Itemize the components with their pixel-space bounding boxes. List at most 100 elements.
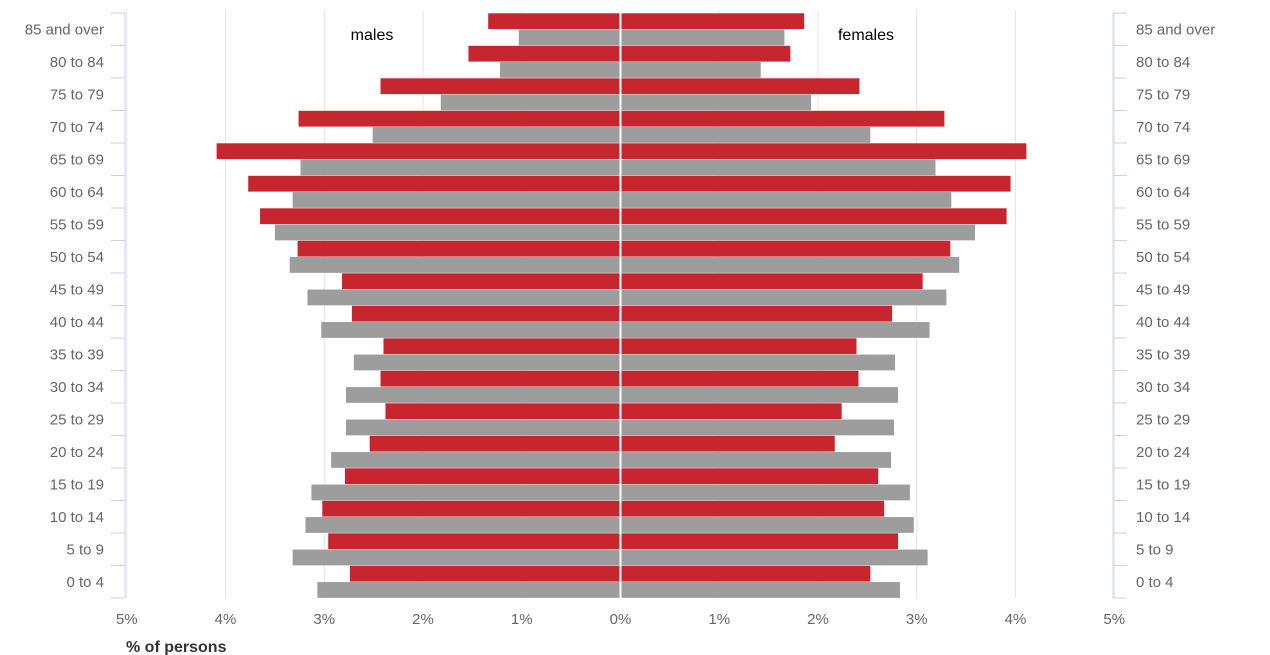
x-tick-label: 1% <box>511 611 533 628</box>
bar-male <box>345 387 621 403</box>
bar-male <box>369 435 621 452</box>
males-panel-label: males <box>351 27 394 44</box>
x-tick-label: 0% <box>610 611 632 628</box>
y-tick-label-left: 75 to 79 <box>50 86 104 103</box>
bar-male <box>216 143 621 160</box>
y-tick-label-left: 35 to 39 <box>50 346 104 363</box>
bar-female <box>620 500 885 517</box>
bar-male <box>274 224 621 241</box>
y-tick-label-right: 30 to 34 <box>1136 379 1190 396</box>
y-tick-label-left: 50 to 54 <box>50 249 104 266</box>
x-tick-label: 2% <box>412 611 434 628</box>
y-tick-label-right: 35 to 39 <box>1136 346 1190 363</box>
bar-male <box>345 419 621 436</box>
bar-male <box>305 517 621 533</box>
bar-female <box>620 565 871 582</box>
bar-female <box>620 224 976 241</box>
bar-female <box>620 13 805 30</box>
bar-female <box>620 175 1011 192</box>
right-category-axis: 85 and over 80 to 84 75 to 79 70 to 74 65 to… <box>1112 12 1215 599</box>
y-tick-label-left: 0 to 4 <box>66 574 104 591</box>
bar-female <box>620 533 898 550</box>
y-tick-label-right: 55 to 59 <box>1136 216 1190 233</box>
bar-female <box>620 387 898 403</box>
y-tick-label-left: 80 to 84 <box>50 54 104 71</box>
bar-male <box>307 289 621 306</box>
x-tick-label: 3% <box>313 611 335 628</box>
y-tick-label-right: 25 to 29 <box>1136 411 1190 428</box>
bar-male <box>248 175 621 192</box>
bar-female <box>620 240 951 257</box>
y-tick-label-left: 85 and over <box>25 21 104 38</box>
bar-male <box>353 354 621 371</box>
y-tick-label-right: 65 to 69 <box>1136 151 1190 168</box>
y-tick-label-right: 10 to 14 <box>1136 509 1190 526</box>
bar-male <box>292 549 621 566</box>
y-tick-label-left: 65 to 69 <box>50 151 104 168</box>
bar-male <box>344 468 621 485</box>
left-category-axis: 85 and over 80 to 84 75 to 79 70 to 74 65 to… <box>25 12 126 599</box>
bar-male <box>468 45 621 62</box>
bar-male <box>321 322 621 338</box>
x-tick-label: 5% <box>116 611 138 628</box>
bar-female <box>620 143 1027 160</box>
bar-male <box>317 582 621 598</box>
x-tick-label: 4% <box>215 611 237 628</box>
bar-male <box>297 240 621 257</box>
bar-female <box>620 322 930 338</box>
y-tick-label-right: 15 to 19 <box>1136 476 1190 493</box>
bar-female <box>620 127 871 143</box>
y-tick-label-left: 10 to 14 <box>50 509 104 526</box>
y-tick-label-right: 75 to 79 <box>1136 86 1190 103</box>
y-tick-label-right: 80 to 84 <box>1136 54 1190 71</box>
bar-female <box>620 159 936 176</box>
y-tick-label-right: 20 to 24 <box>1136 444 1190 461</box>
y-tick-label-left: 70 to 74 <box>50 119 104 136</box>
bar-male <box>300 159 621 176</box>
bar-female <box>620 62 761 78</box>
y-tick-label-left: 45 to 49 <box>50 281 104 298</box>
bar-male <box>331 452 621 468</box>
bar-female <box>620 257 960 273</box>
bar-male <box>311 484 621 501</box>
bar-female <box>620 582 900 598</box>
bar-male <box>292 192 621 208</box>
x-tick-label: 4% <box>1005 611 1027 628</box>
bar-female <box>620 338 857 355</box>
y-tick-label-left: 25 to 29 <box>50 411 104 428</box>
bar-male <box>500 62 621 78</box>
bar-male <box>342 273 621 290</box>
bar-female <box>620 94 812 111</box>
y-tick-label-left: 20 to 24 <box>50 444 104 461</box>
bar-male <box>289 257 621 273</box>
bar-female <box>620 435 835 452</box>
bar-male <box>518 29 621 46</box>
bar-female <box>620 403 842 420</box>
females-panel-label: females <box>838 27 894 44</box>
x-axis-ticks: 5% 4% 3% 2% 1% 0% 1% 2% 3% 4% 5% <box>116 611 1125 628</box>
bar-male <box>385 403 621 420</box>
bar-female <box>620 110 945 127</box>
bar-female <box>620 273 923 290</box>
y-tick-label-left: 15 to 19 <box>50 476 104 493</box>
bar-female <box>620 549 928 566</box>
bar-male <box>351 305 621 322</box>
y-tick-label-right: 50 to 54 <box>1136 249 1190 266</box>
bar-male <box>328 533 621 550</box>
y-tick-label-left: 5 to 9 <box>66 541 104 558</box>
bar-male <box>322 500 621 517</box>
bar-female <box>620 289 947 306</box>
bar-female <box>620 419 895 436</box>
bar-female <box>620 305 893 322</box>
bar-female <box>620 370 859 387</box>
bar-female <box>620 208 1007 225</box>
y-tick-label-right: 70 to 74 <box>1136 119 1190 136</box>
bar-male <box>488 13 621 30</box>
bar-female <box>620 517 914 533</box>
y-tick-label-right: 5 to 9 <box>1136 541 1174 558</box>
bar-female <box>620 452 892 468</box>
bars <box>216 13 1027 598</box>
bar-male <box>372 127 621 143</box>
y-tick-label-right: 60 to 64 <box>1136 184 1190 201</box>
